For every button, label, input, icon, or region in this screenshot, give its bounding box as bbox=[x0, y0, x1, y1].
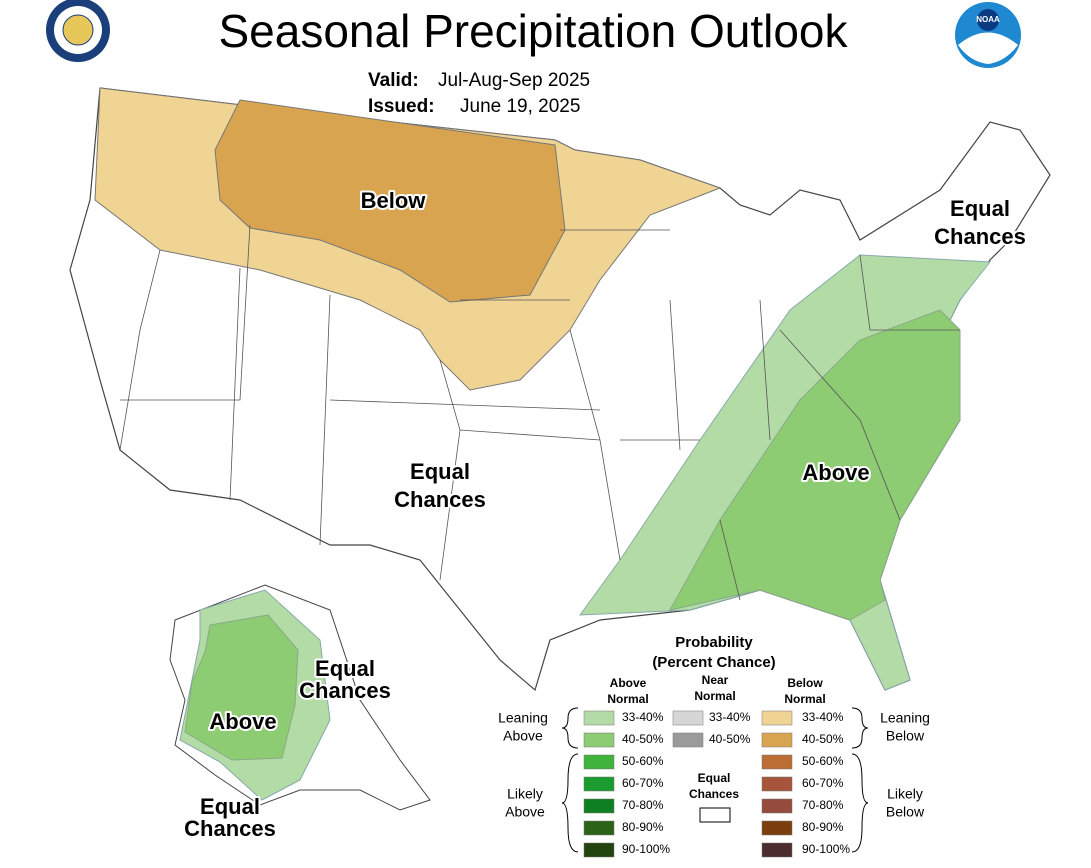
legend-swatch bbox=[583, 842, 615, 858]
legend-column-header: Normal bbox=[694, 689, 735, 703]
legend-group-label: Chances bbox=[689, 787, 739, 801]
legend-group-label: Below bbox=[886, 804, 925, 820]
legend-item-label: 70-80% bbox=[622, 798, 664, 812]
map-label: Chances bbox=[394, 487, 486, 512]
legend-group-label: Likely bbox=[507, 786, 543, 802]
legend-swatch bbox=[583, 820, 615, 836]
legend-swatch bbox=[583, 798, 615, 814]
issued-label: Issued: bbox=[368, 96, 435, 117]
legend-item-label: 40-50% bbox=[622, 732, 664, 746]
legend-item-label: 80-90% bbox=[802, 820, 844, 834]
title: Seasonal Precipitation Outlook bbox=[218, 5, 848, 57]
legend-group-label: Above bbox=[505, 804, 545, 820]
legend-column-header: Normal bbox=[607, 692, 648, 706]
map-label: Above bbox=[802, 460, 869, 485]
map-label: Chances bbox=[184, 816, 276, 841]
legend-swatch bbox=[761, 776, 793, 792]
issued-date: June 19, 2025 bbox=[460, 96, 580, 117]
legend-swatch bbox=[761, 732, 793, 748]
map-label: Below bbox=[361, 188, 427, 213]
map-label: Equal bbox=[410, 459, 470, 484]
legend-column-header: Above bbox=[610, 676, 647, 690]
legend-group-label: Leaning bbox=[880, 710, 930, 726]
legend-item-label: 33-40% bbox=[709, 710, 751, 724]
legend-swatch bbox=[583, 710, 615, 726]
legend-item-label: 90-100% bbox=[622, 842, 670, 856]
legend-group-label: Above bbox=[503, 728, 543, 744]
legend-swatch bbox=[761, 820, 793, 836]
map-label: Equal bbox=[315, 656, 375, 681]
legend-group-label: Below bbox=[886, 728, 925, 744]
valid-label: Valid: bbox=[368, 70, 419, 91]
legend-item-label: 90-100% bbox=[802, 842, 850, 856]
legend-item-label: 40-50% bbox=[709, 732, 751, 746]
valid-period: Jul-Aug-Sep 2025 bbox=[438, 70, 590, 91]
legend-swatch bbox=[583, 732, 615, 748]
legend-swatch bbox=[761, 754, 793, 770]
legend-swatch bbox=[583, 754, 615, 770]
legend-subtitle: (Percent Chance) bbox=[652, 654, 775, 671]
legend-column-header: Below bbox=[787, 676, 823, 690]
legend-item-label: 70-80% bbox=[802, 798, 844, 812]
map-label: Chances bbox=[934, 224, 1026, 249]
legend-swatch bbox=[672, 732, 704, 748]
legend-group-label: Equal bbox=[698, 771, 731, 785]
legend-group-label: Leaning bbox=[498, 710, 548, 726]
legend-swatch bbox=[761, 710, 793, 726]
map-label: Chances bbox=[299, 678, 391, 703]
legend-column-header: Near bbox=[702, 673, 729, 687]
legend-item-label: 33-40% bbox=[622, 710, 664, 724]
commerce-logo bbox=[46, 0, 110, 62]
legend-item-label: 60-70% bbox=[622, 776, 664, 790]
noaa-logo: NOAA bbox=[955, 2, 1021, 68]
legend-swatch bbox=[672, 710, 704, 726]
legend-item-label: 40-50% bbox=[802, 732, 844, 746]
conus-map bbox=[69, 87, 1051, 692]
noaa-text: NOAA bbox=[976, 15, 1000, 24]
legend-item-label: 33-40% bbox=[802, 710, 844, 724]
legend-swatch bbox=[761, 798, 793, 814]
legend-column-header: Normal bbox=[784, 692, 825, 706]
map-label: Above bbox=[209, 709, 276, 734]
map-label: Equal bbox=[200, 794, 260, 819]
legend-item-label: 80-90% bbox=[622, 820, 664, 834]
alaska-map bbox=[169, 584, 431, 811]
legend-item-label: 50-60% bbox=[802, 754, 844, 768]
legend-group-label: Likely bbox=[887, 786, 923, 802]
legend-swatch bbox=[761, 842, 793, 858]
legend-swatch bbox=[583, 776, 615, 792]
legend-item-label: 50-60% bbox=[622, 754, 664, 768]
map-label: Equal bbox=[950, 196, 1010, 221]
legend-braces bbox=[561, 707, 869, 853]
equal-chances-swatch bbox=[699, 807, 731, 823]
legend-title: Probability bbox=[675, 634, 753, 651]
legend-item-label: 60-70% bbox=[802, 776, 844, 790]
